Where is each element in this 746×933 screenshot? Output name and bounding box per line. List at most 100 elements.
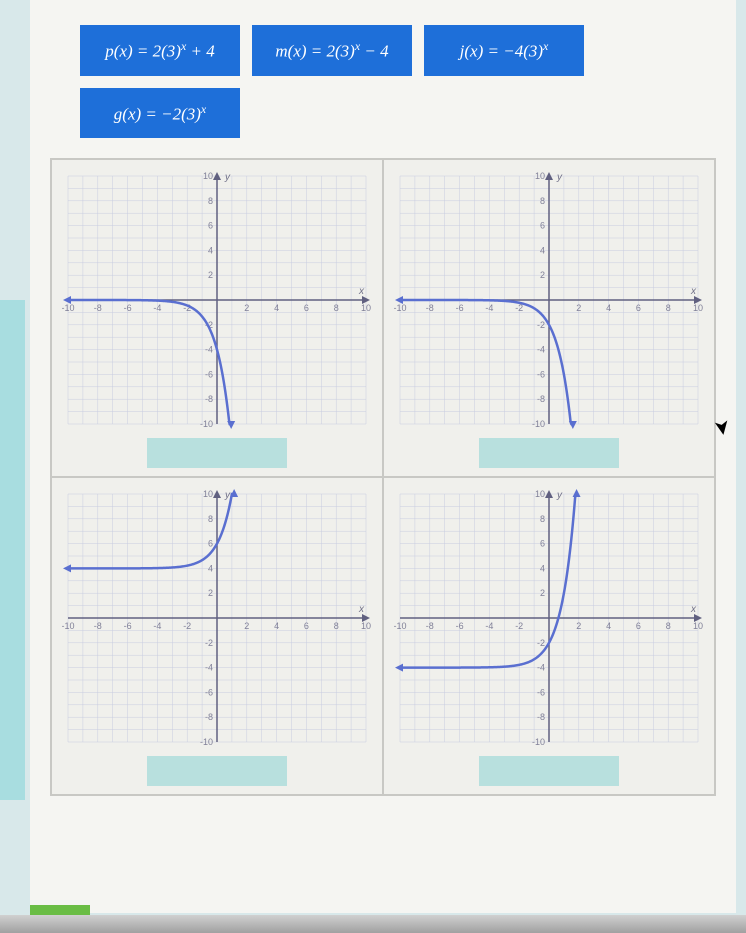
svg-text:-8: -8 [426, 621, 434, 631]
svg-text:8: 8 [334, 621, 339, 631]
svg-text:10: 10 [361, 621, 371, 631]
svg-text:8: 8 [540, 514, 545, 524]
cell-1: -10-8-6-4-2246810-10-8-6-4-2246810xy [383, 159, 715, 477]
svg-text:-4: -4 [485, 303, 493, 313]
svg-text:-10: -10 [394, 303, 407, 313]
bottom-bar [0, 915, 746, 933]
svg-text:-4: -4 [537, 663, 545, 673]
svg-text:10: 10 [203, 489, 213, 499]
svg-text:-2: -2 [537, 320, 545, 330]
svg-text:-2: -2 [183, 621, 191, 631]
svg-text:y: y [556, 172, 563, 183]
svg-text:-2: -2 [537, 638, 545, 648]
svg-text:x: x [358, 604, 365, 615]
svg-text:6: 6 [540, 539, 545, 549]
svg-text:-6: -6 [537, 688, 545, 698]
svg-text:y: y [224, 172, 231, 183]
cell-0: -10-8-6-4-2246810-10-8-6-4-2246810xy [51, 159, 383, 477]
svg-text:6: 6 [636, 303, 641, 313]
svg-text:4: 4 [540, 246, 545, 256]
green-tab [30, 905, 90, 915]
graph-bot-right: -10-8-6-4-2246810-10-8-6-4-2246810xy [394, 488, 704, 748]
tile-p[interactable]: p(x) = 2(3)x + 4 [80, 25, 240, 76]
svg-text:6: 6 [636, 621, 641, 631]
drop-zone-3[interactable] [479, 756, 619, 786]
svg-text:2: 2 [576, 303, 581, 313]
svg-text:-4: -4 [153, 621, 161, 631]
svg-text:-10: -10 [394, 621, 407, 631]
svg-text:10: 10 [203, 171, 213, 181]
svg-text:10: 10 [535, 171, 545, 181]
svg-text:2: 2 [244, 303, 249, 313]
svg-text:10: 10 [535, 489, 545, 499]
svg-text:x: x [358, 286, 365, 297]
svg-text:10: 10 [361, 303, 371, 313]
svg-text:-4: -4 [205, 663, 213, 673]
svg-text:-6: -6 [456, 621, 464, 631]
svg-text:-4: -4 [205, 345, 213, 355]
svg-text:4: 4 [540, 564, 545, 574]
svg-text:4: 4 [274, 621, 279, 631]
svg-text:-4: -4 [537, 345, 545, 355]
cell-3: -10-8-6-4-2246810-10-8-6-4-2246810xy [383, 477, 715, 795]
svg-text:-6: -6 [205, 370, 213, 380]
svg-text:-8: -8 [94, 621, 102, 631]
svg-text:-4: -4 [485, 621, 493, 631]
svg-text:-4: -4 [153, 303, 161, 313]
svg-text:4: 4 [274, 303, 279, 313]
svg-text:2: 2 [244, 621, 249, 631]
svg-text:-10: -10 [62, 621, 75, 631]
svg-text:10: 10 [693, 621, 703, 631]
svg-text:-8: -8 [205, 713, 213, 723]
left-sidebar [0, 300, 25, 800]
svg-text:6: 6 [304, 621, 309, 631]
svg-text:-10: -10 [200, 737, 213, 747]
svg-text:-10: -10 [532, 737, 545, 747]
svg-text:2: 2 [576, 621, 581, 631]
svg-text:-6: -6 [124, 621, 132, 631]
svg-text:y: y [556, 490, 563, 501]
svg-text:-6: -6 [456, 303, 464, 313]
svg-text:4: 4 [208, 246, 213, 256]
svg-text:6: 6 [208, 539, 213, 549]
svg-text:6: 6 [540, 221, 545, 231]
svg-text:-8: -8 [537, 395, 545, 405]
main-panel: p(x) = 2(3)x + 4 m(x) = 2(3)x − 4 j(x) =… [30, 0, 736, 913]
svg-text:-10: -10 [532, 419, 545, 429]
svg-text:8: 8 [540, 196, 545, 206]
svg-text:2: 2 [540, 589, 545, 599]
svg-text:-10: -10 [200, 419, 213, 429]
graph-top-left: -10-8-6-4-2246810-10-8-6-4-2246810xy [62, 170, 372, 430]
svg-text:8: 8 [208, 514, 213, 524]
svg-text:6: 6 [208, 221, 213, 231]
svg-text:-6: -6 [124, 303, 132, 313]
svg-text:x: x [690, 286, 697, 297]
graph-grid: -10 -8 -6 -4 -2 2 4 6 8 10 -10 -8 -6 -4 -2 2 4 6 8 10 x y -10… [50, 158, 716, 796]
tile-j[interactable]: j(x) = −4(3)x [424, 25, 584, 76]
drop-zone-0[interactable] [147, 438, 287, 468]
svg-text:2: 2 [208, 589, 213, 599]
tile-row: p(x) = 2(3)x + 4 m(x) = 2(3)x − 4 j(x) =… [80, 25, 716, 138]
svg-text:-8: -8 [205, 395, 213, 405]
svg-text:-10: -10 [62, 303, 75, 313]
drop-zone-1[interactable] [479, 438, 619, 468]
svg-text:2: 2 [208, 271, 213, 281]
svg-text:x: x [690, 604, 697, 615]
svg-text:-6: -6 [205, 688, 213, 698]
svg-text:2: 2 [540, 271, 545, 281]
svg-text:-8: -8 [94, 303, 102, 313]
graph-top-right: -10-8-6-4-2246810-10-8-6-4-2246810xy [394, 170, 704, 430]
tile-m[interactable]: m(x) = 2(3)x − 4 [252, 25, 412, 76]
svg-text:8: 8 [666, 303, 671, 313]
svg-text:-2: -2 [515, 621, 523, 631]
svg-text:-8: -8 [537, 713, 545, 723]
cell-2: -10-8-6-4-2246810-10-8-6-4-2246810xy [51, 477, 383, 795]
svg-text:4: 4 [606, 303, 611, 313]
svg-text:6: 6 [304, 303, 309, 313]
svg-text:8: 8 [334, 303, 339, 313]
tile-g[interactable]: g(x) = −2(3)x [80, 88, 240, 139]
drop-zone-2[interactable] [147, 756, 287, 786]
svg-text:-2: -2 [205, 638, 213, 648]
svg-text:4: 4 [208, 564, 213, 574]
graph-bot-left: -10-8-6-4-2246810-10-8-6-4-2246810xy [62, 488, 372, 748]
